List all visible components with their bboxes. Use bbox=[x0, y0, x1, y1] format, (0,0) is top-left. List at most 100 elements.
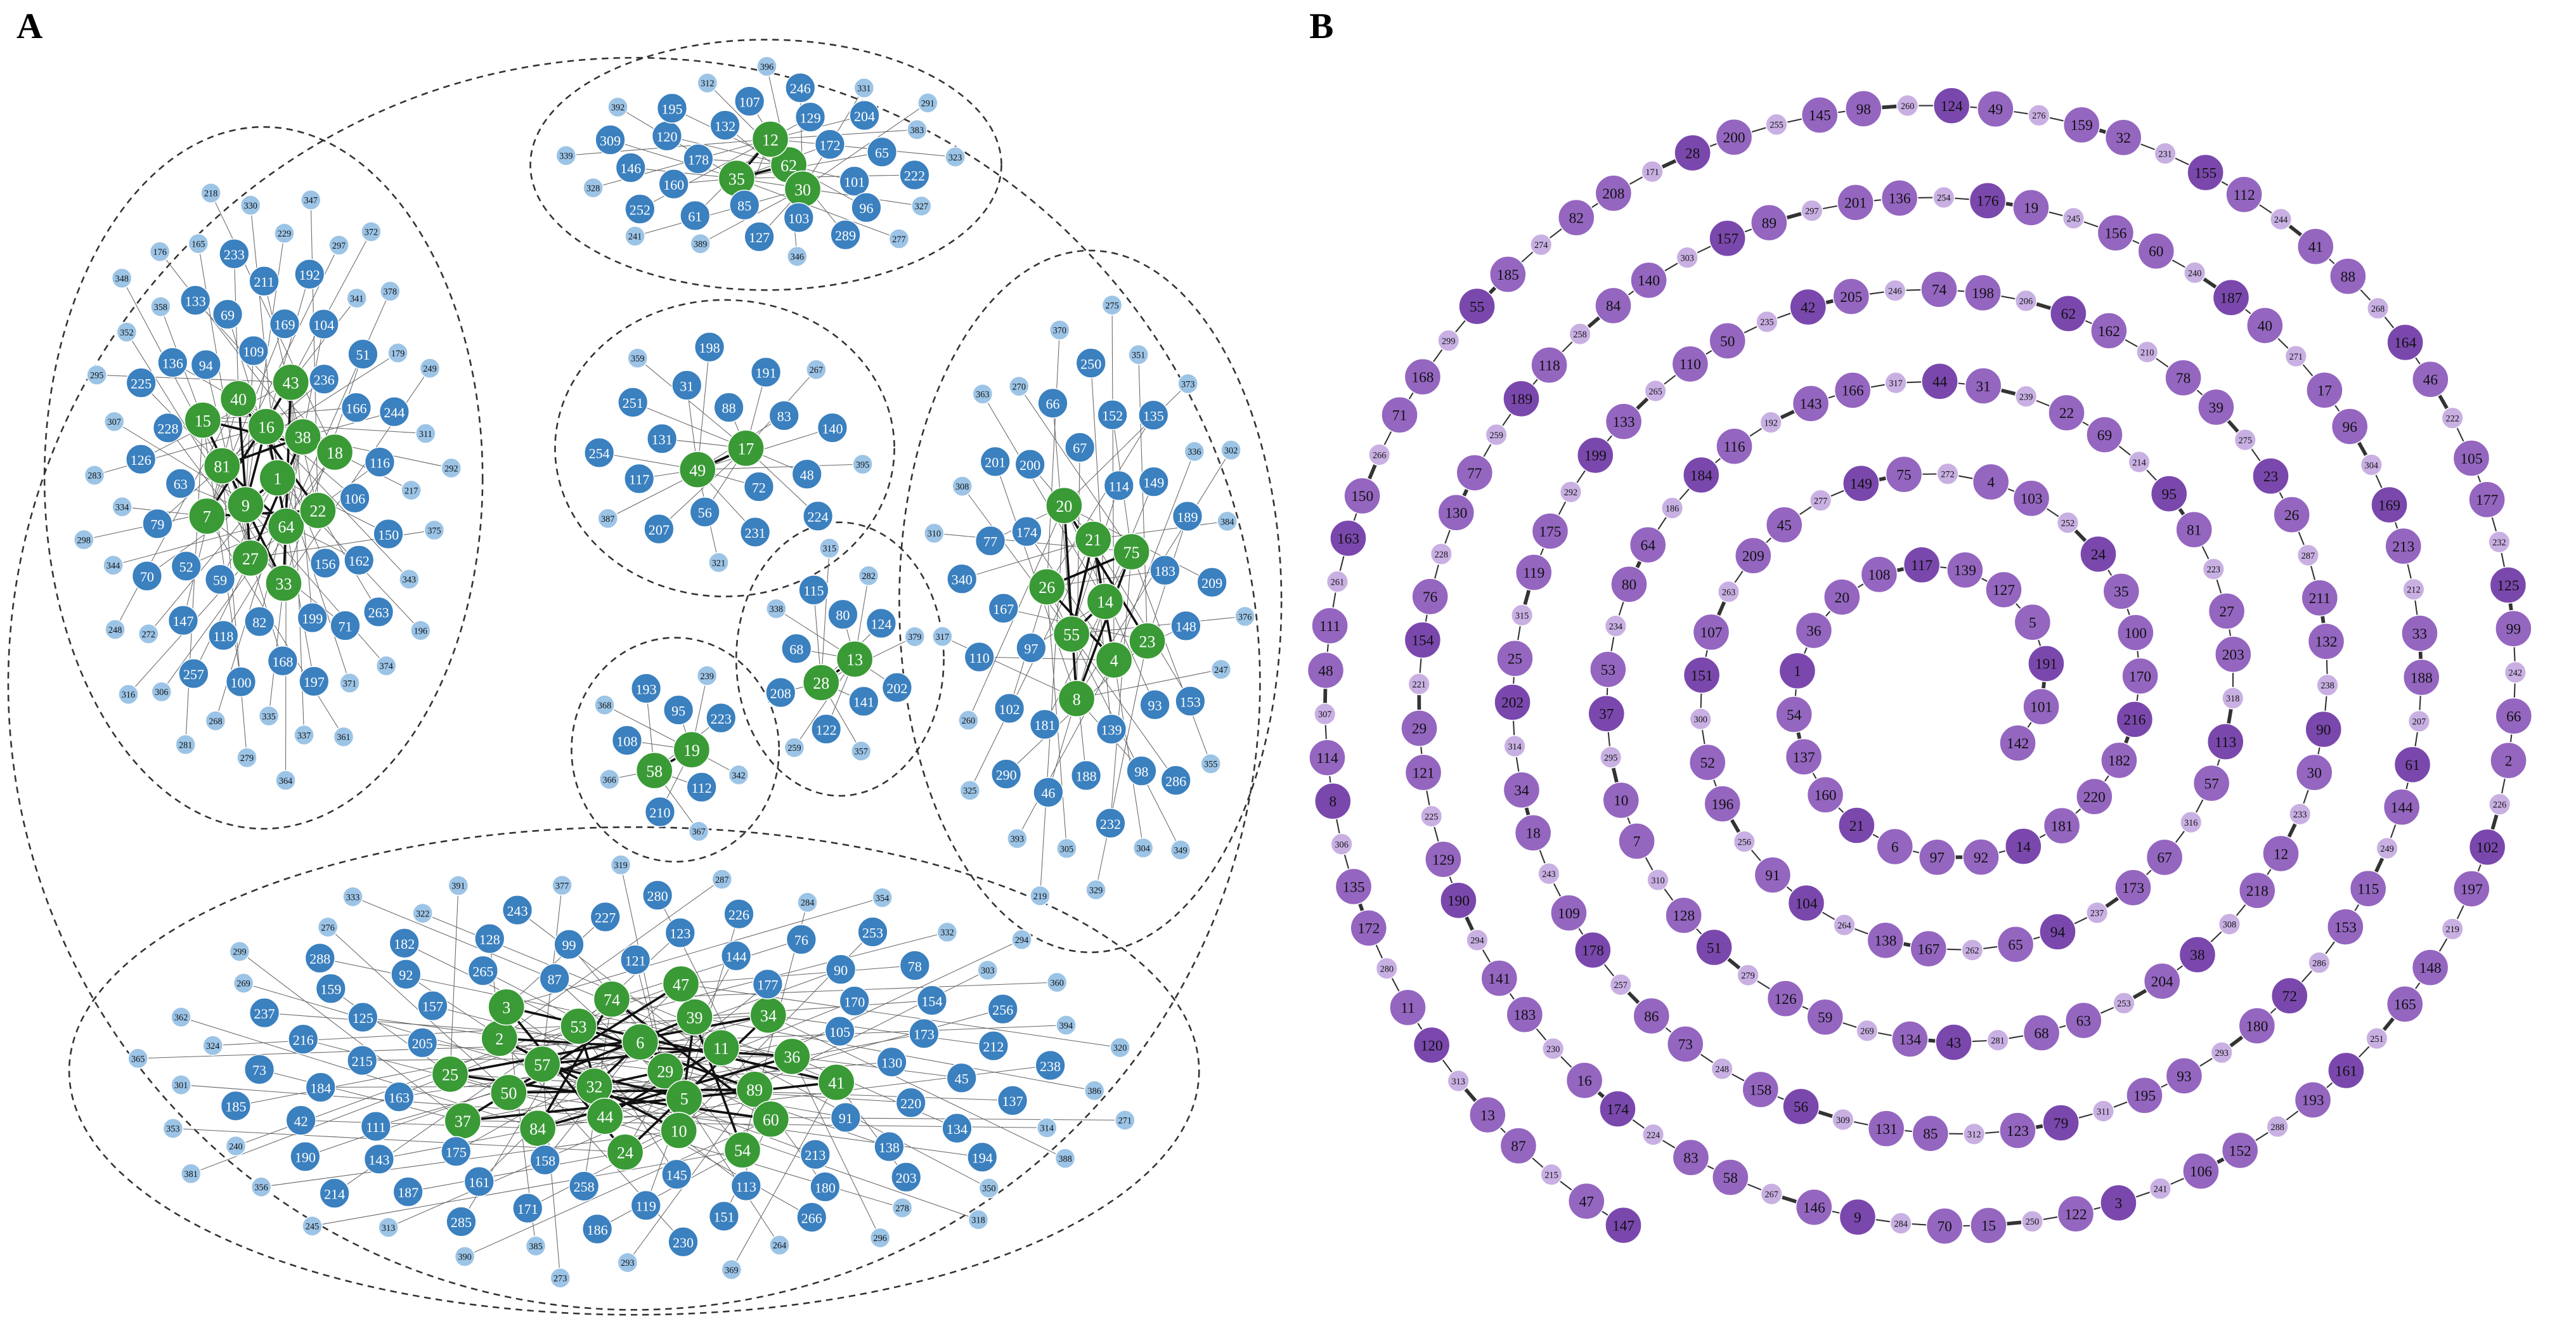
node bbox=[872, 887, 893, 908]
node-label: 113 bbox=[736, 1179, 756, 1195]
node-label: 290 bbox=[996, 767, 1017, 783]
node-label: 314 bbox=[1040, 1124, 1054, 1134]
node bbox=[1574, 931, 1612, 969]
node bbox=[1867, 921, 1905, 959]
node-label: 172 bbox=[819, 137, 840, 153]
edge bbox=[611, 939, 802, 999]
node bbox=[673, 731, 711, 769]
edge bbox=[792, 1056, 957, 1129]
node-label: 272 bbox=[142, 630, 155, 640]
node bbox=[1588, 694, 1626, 732]
node bbox=[249, 997, 280, 1029]
node-label: 112 bbox=[691, 780, 711, 796]
node bbox=[1368, 443, 1391, 466]
node bbox=[814, 129, 846, 160]
node bbox=[384, 1081, 415, 1112]
node-label: 194 bbox=[972, 1150, 993, 1166]
edge bbox=[594, 1086, 979, 1220]
node-label: 376 bbox=[1238, 612, 1252, 622]
node bbox=[233, 972, 254, 994]
node-label: 313 bbox=[1452, 1077, 1465, 1087]
node bbox=[1709, 322, 1747, 360]
node bbox=[2266, 1115, 2289, 1138]
node-label: 231 bbox=[745, 525, 766, 541]
node-label: 260 bbox=[962, 716, 975, 726]
node bbox=[308, 363, 340, 394]
node bbox=[942, 1112, 973, 1144]
node bbox=[1964, 274, 2002, 312]
node-label: 203 bbox=[2222, 647, 2244, 663]
node bbox=[2102, 573, 2140, 610]
node bbox=[1999, 724, 2036, 762]
node bbox=[2208, 592, 2246, 630]
node-label: 155 bbox=[2194, 165, 2217, 181]
node bbox=[1307, 651, 1345, 689]
node-label: 318 bbox=[971, 1216, 985, 1226]
node-label: 56 bbox=[698, 505, 712, 521]
node bbox=[204, 564, 236, 595]
node-label: 38 bbox=[2190, 947, 2204, 964]
node-label: 182 bbox=[394, 936, 415, 952]
node bbox=[2468, 828, 2506, 866]
node bbox=[1381, 396, 1418, 434]
node bbox=[2305, 710, 2343, 748]
node bbox=[1008, 375, 1030, 397]
node bbox=[1795, 1188, 1833, 1226]
edge bbox=[1110, 552, 1132, 824]
node bbox=[916, 985, 948, 1016]
node bbox=[858, 565, 879, 587]
node-label: 197 bbox=[304, 674, 325, 690]
node-label: 34 bbox=[760, 1007, 777, 1025]
node-label: 2 bbox=[2505, 753, 2513, 769]
node bbox=[2376, 836, 2398, 860]
node bbox=[1688, 743, 1726, 781]
node bbox=[1860, 556, 1898, 594]
node-label: 85 bbox=[737, 198, 751, 214]
node-label: 40 bbox=[2258, 318, 2272, 335]
node bbox=[1184, 441, 1205, 462]
node-label: 279 bbox=[240, 753, 254, 764]
node-label: 127 bbox=[749, 230, 770, 245]
node-label: 95 bbox=[2162, 486, 2177, 503]
node bbox=[1806, 998, 1844, 1036]
node-label: 6 bbox=[636, 1034, 644, 1052]
node bbox=[680, 200, 711, 231]
node bbox=[1884, 279, 1906, 302]
node-label: 128 bbox=[479, 932, 500, 947]
node-label: 43 bbox=[283, 374, 299, 393]
node bbox=[2221, 1131, 2259, 1169]
node-label: 35 bbox=[728, 170, 745, 188]
node bbox=[188, 233, 209, 254]
node bbox=[819, 537, 840, 559]
node-label: 14 bbox=[1097, 593, 1113, 611]
node bbox=[290, 1141, 321, 1172]
node-label: 192 bbox=[299, 267, 320, 283]
node-label: 59 bbox=[1818, 1010, 1832, 1026]
node bbox=[1489, 256, 1527, 293]
node-label: 77 bbox=[983, 534, 997, 550]
node bbox=[697, 72, 718, 94]
node bbox=[269, 308, 301, 339]
node bbox=[994, 693, 1025, 724]
node bbox=[642, 880, 673, 911]
node bbox=[308, 308, 339, 340]
node-label: 127 bbox=[1993, 582, 2015, 599]
node bbox=[2246, 306, 2284, 344]
node bbox=[1200, 753, 1222, 774]
node bbox=[1220, 439, 1241, 461]
node-label: 139 bbox=[1954, 562, 1976, 579]
node-label: 266 bbox=[801, 1210, 822, 1226]
node bbox=[1413, 1026, 1451, 1064]
node bbox=[1217, 510, 1238, 532]
node bbox=[171, 550, 202, 582]
node-label: 32 bbox=[586, 1078, 602, 1096]
node bbox=[219, 380, 257, 418]
edge bbox=[499, 879, 723, 1039]
node-label: 224 bbox=[808, 509, 829, 525]
node bbox=[1932, 87, 1971, 125]
node-label: 218 bbox=[2246, 883, 2269, 899]
node-label: 21 bbox=[1849, 818, 1864, 835]
node-label: 355 bbox=[1204, 760, 1217, 770]
node bbox=[796, 1202, 827, 1233]
node-label: 112 bbox=[2233, 187, 2255, 204]
